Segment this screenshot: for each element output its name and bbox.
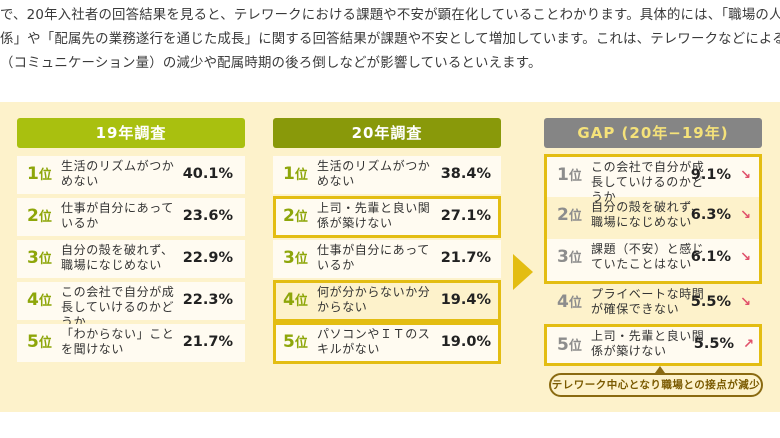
rank-label: 2位 [557,205,582,225]
ranking-row: 4位 この会社で自分が成長していけるのかどうか 22.3% [17,282,245,329]
survey-infographic: 19年調査 1位 生活のリズムがつかめない 40.1% 2位 仕事が自分にあって… [0,102,780,412]
rank-label: 1位 [283,164,308,184]
trend-down-icon: ↘ [740,208,751,223]
rank-label: 5位 [27,332,52,352]
percentage: 5.5% [690,294,731,310]
ranking-row: 2位 自分の殻を破れず、職場になじめない 6.3% ↘ [547,197,759,239]
item-text: パソコンやＩＴのスキルがない [317,327,431,356]
ranking-row: 5位 「わからない」ことを聞けない 21.7% [17,324,245,362]
percentage: 9.1% [690,167,731,183]
intro-line: 係」や「配属先の業務遂行を通じた成長」に関する回答結果が課題や不安として増加して… [0,32,780,47]
ranking-row: 3位 自分の殻を破れず、職場になじめない 22.9% [17,240,245,278]
item-text: 自分の殻を破れず、職場になじめない [591,200,704,229]
item-text: 仕事が自分にあっているか [317,243,430,272]
ranking-row: 1位 この会社で自分が成長していけるのかどうか 9.1% ↘ [547,157,759,204]
gap-title: GAP (20年−19年) [544,118,762,148]
survey-2020-title: 20年調査 [273,118,501,148]
item-text: プライベートな時間が確保できない [591,287,705,316]
percentage: 38.4% [440,166,491,182]
percentage: 27.1% [440,208,491,224]
rank-label: 5位 [557,335,582,355]
percentage: 23.6% [182,208,233,224]
intro-line: で、20年入社者の回答結果を見ると、テレワークにおける課題や不安が顕在化している… [0,8,780,23]
item-text: 「わからない」ことを聞けない [61,327,175,356]
ranking-row-highlighted: 2位 上司・先輩と良い関係が築けない 27.1% [273,196,501,238]
percentage: 40.1% [182,166,233,182]
rank-label: 3位 [283,248,308,268]
ranking-row: 1位 生活のリズムがつかめない 38.4% [273,156,501,194]
ranking-row-highlighted: 5位 パソコンやＩＴのスキルがない 19.0% [273,322,501,364]
trend-down-icon: ↘ [740,168,751,183]
trend-up-icon: ↗ [743,337,754,352]
item-text: 何が分からないか分からない [317,285,431,314]
gap-highlight-box [544,154,762,284]
percentage: 19.4% [440,292,491,308]
survey-2020-column: 20年調査 1位 生活のリズムがつかめない 38.4% 2位 上司・先輩と良い関… [273,118,501,364]
rank-label: 2位 [27,206,52,226]
item-text: 上司・先輩と良い関係が築けない [317,201,431,230]
ranking-row: 3位 仕事が自分にあっているか 21.7% [273,240,501,278]
rank-label: 4位 [283,290,308,310]
rank-label: 3位 [27,248,52,268]
rank-label: 4位 [27,290,52,310]
callout-pointer [655,366,665,373]
item-text: 自分の殻を破れず、職場になじめない [61,243,174,272]
percentage: 21.7% [182,334,233,350]
rank-label: 1位 [557,165,582,185]
gap-column: GAP (20年−19年) 1位 この会社で自分が成長していけるのかどうか 9.… [544,118,762,366]
item-text: 仕事が自分にあっているか [61,201,174,230]
rank-label: 2位 [283,206,308,226]
ranking-row-highlighted: 5位 上司・先輩と良い関係が築けない 5.5% ↗ [544,324,762,366]
trend-down-icon: ↘ [740,295,751,310]
item-text: 課題（不安）と感じていたことはない [591,242,705,271]
survey-2019-title: 19年調査 [17,118,245,148]
item-text: 生活のリズムがつかめない [61,159,175,188]
rank-label: 5位 [283,332,308,352]
ranking-row: 1位 生活のリズムがつかめない 40.1% [17,156,245,194]
survey-2019-column: 19年調査 1位 生活のリズムがつかめない 40.1% 2位 仕事が自分にあって… [17,118,245,362]
percentage: 6.1% [690,249,731,265]
item-text: この会社で自分が成長していけるのかどうか [591,160,705,204]
item-text: 生活のリズムがつかめない [317,159,431,188]
percentage: 21.7% [440,250,491,266]
arrow-right-icon [513,254,533,290]
ranking-row-highlighted: 4位 何が分からないか分からない 19.4% [273,280,501,322]
percentage: 22.3% [182,292,233,308]
ranking-row: 4位 プライベートな時間が確保できない 5.5% ↘ [544,284,762,322]
rank-label: 3位 [557,247,582,267]
percentage: 19.0% [440,334,491,350]
intro-line: （コミュニケーション量）の減少や配属時期の後ろ倒しなどが影響しているといえます。 [0,56,542,71]
callout-note: テレワーク中心となり職場との接点が減少 [549,373,763,397]
intro-paragraph: で、20年入社者の回答結果を見ると、テレワークにおける課題や不安が顕在化している… [0,4,780,76]
percentage: 6.3% [690,207,731,223]
trend-down-icon: ↘ [740,250,751,265]
item-text: 上司・先輩と良い関係が築けない [591,329,705,358]
percentage: 5.5% [693,336,734,352]
rank-label: 4位 [557,292,582,312]
rank-label: 1位 [27,164,52,184]
ranking-row: 2位 仕事が自分にあっているか 23.6% [17,198,245,236]
percentage: 22.9% [182,250,233,266]
ranking-row: 3位 課題（不安）と感じていたことはない 6.1% ↘ [547,239,759,281]
